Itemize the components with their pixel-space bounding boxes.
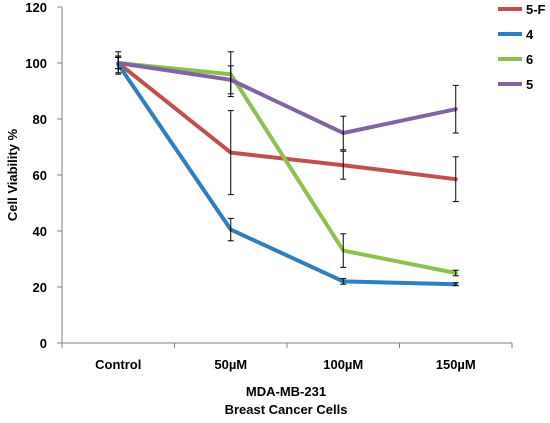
series-line-6 (116, 61, 458, 275)
series-layer (115, 51, 459, 287)
y-tick-label: 20 (33, 280, 47, 295)
legend-label: 5 (526, 77, 533, 92)
legend-label: 4 (526, 27, 534, 42)
legend-item: 5 (498, 77, 533, 92)
x-tick-label: 100µM (323, 357, 363, 372)
x-axis-title-line-1: MDA-MB-231 (246, 384, 326, 399)
legend-item: 5-F (498, 2, 546, 17)
y-tick-label: 0 (40, 336, 47, 351)
x-tick-label: 50µM (214, 357, 247, 372)
x-axis-ticks: Control 50µM 100µM 150µM (61, 343, 513, 372)
legend: 5-F 4 6 5 (498, 2, 546, 92)
y-axis-title: Cell Viability % (5, 128, 20, 221)
series-line-4 (116, 62, 458, 287)
y-tick-label: 120 (25, 0, 47, 15)
x-tick-label: 150µM (436, 357, 476, 372)
y-axis-ticks: 0 20 40 60 80 100 120 (25, 0, 62, 351)
legend-label: 5-F (526, 2, 546, 17)
y-tick-label: 40 (33, 224, 47, 239)
legend-label: 6 (526, 52, 533, 67)
x-axis-title-line-2: Breast Cancer Cells (225, 402, 348, 417)
x-tick-label: Control (95, 357, 141, 372)
legend-item: 4 (498, 27, 534, 42)
legend-item: 6 (498, 52, 533, 67)
y-tick-label: 80 (33, 112, 47, 127)
series-line-5 (116, 61, 458, 135)
plot-area: 0 20 40 60 80 100 120 Control 50µM 100µM 150µM (25, 0, 513, 372)
y-tick-label: 100 (25, 56, 47, 71)
y-tick-label: 60 (33, 168, 47, 183)
